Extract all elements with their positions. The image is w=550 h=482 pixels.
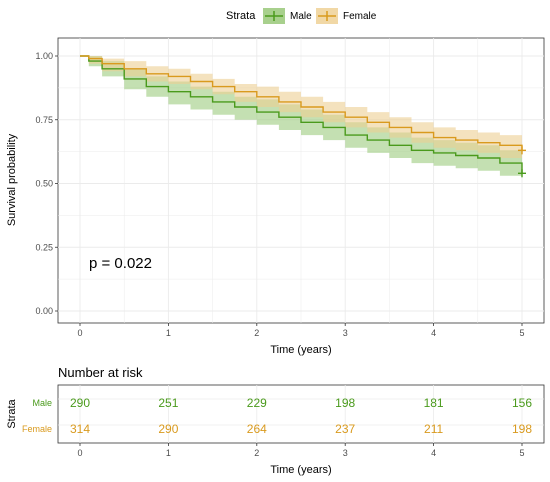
risk-cell-male: 156 <box>512 396 532 410</box>
y-axis-title: Survival probability <box>6 133 18 226</box>
risk-cell-female: 314 <box>70 422 90 436</box>
risk-grid <box>58 385 544 443</box>
risk-x-tick-label: 1 <box>166 448 171 458</box>
risk-cell-male: 251 <box>158 396 178 410</box>
legend: Strata Male Female <box>226 8 377 24</box>
legend-title: Strata <box>226 10 256 22</box>
risk-cell-female: 290 <box>158 422 178 436</box>
risk-cell-female: 198 <box>512 422 532 436</box>
risk-cell-female: 237 <box>335 422 355 436</box>
curve-female <box>80 55 523 151</box>
risk-row-label-female: Female <box>22 424 52 434</box>
risk-x-tick-label: 2 <box>254 448 259 458</box>
risk-y-axis-title: Strata <box>6 398 18 428</box>
legend-female-label: Female <box>343 11 377 22</box>
risk-table-title: Number at risk <box>58 365 143 380</box>
band-female <box>80 56 522 164</box>
p-value-annotation: p = 0.022 <box>89 255 152 272</box>
risk-table-border <box>57 384 545 444</box>
y-tick-label: 0.50 <box>35 179 53 189</box>
y-tick-label: 0.75 <box>35 115 53 125</box>
risk-row-label-male: Male <box>32 398 52 408</box>
y-tick-label: 1.00 <box>35 51 53 61</box>
risk-cells: 290 251 229 198 181 156 314 290 264 237 211 198 <box>70 396 532 436</box>
risk-x-tick-label: 5 <box>519 448 524 458</box>
survival-curves <box>80 55 526 178</box>
x-tick-label: 0 <box>77 328 82 338</box>
y-tick-label: 0.25 <box>35 242 53 252</box>
risk-cell-male: 181 <box>424 396 444 410</box>
risk-cell-female: 264 <box>247 422 267 436</box>
risk-x-tick-label: 0 <box>77 448 82 458</box>
risk-cell-male: 198 <box>335 396 355 410</box>
y-tick-label: 0.00 <box>35 306 53 316</box>
x-tick-label: 4 <box>431 328 436 338</box>
risk-cell-male: 229 <box>247 396 267 410</box>
x-tick-label: 3 <box>343 328 348 338</box>
x-axis-ticks: 0 1 2 3 4 5 <box>77 323 525 338</box>
risk-cell-female: 211 <box>424 422 443 436</box>
curve-male <box>80 55 523 174</box>
x-tick-label: 1 <box>166 328 171 338</box>
plot-panel: 0.00 0.25 0.50 0.75 1.00 0 1 2 3 4 5 p = 0.022 Su… <box>6 37 545 356</box>
x-axis-title: Time (years) <box>270 344 331 356</box>
risk-x-tick-label: 4 <box>431 448 436 458</box>
risk-x-tick-label: 3 <box>343 448 348 458</box>
legend-male-label: Male <box>290 11 312 22</box>
risk-x-axis-title: Time (years) <box>270 464 331 476</box>
risk-x-ticks: 0 1 2 3 4 5 <box>77 443 525 458</box>
risk-cell-male: 290 <box>70 396 90 410</box>
y-axis-ticks: 0.00 0.25 0.50 0.75 1.00 <box>35 51 58 316</box>
x-tick-label: 2 <box>254 328 259 338</box>
x-tick-label: 5 <box>519 328 524 338</box>
